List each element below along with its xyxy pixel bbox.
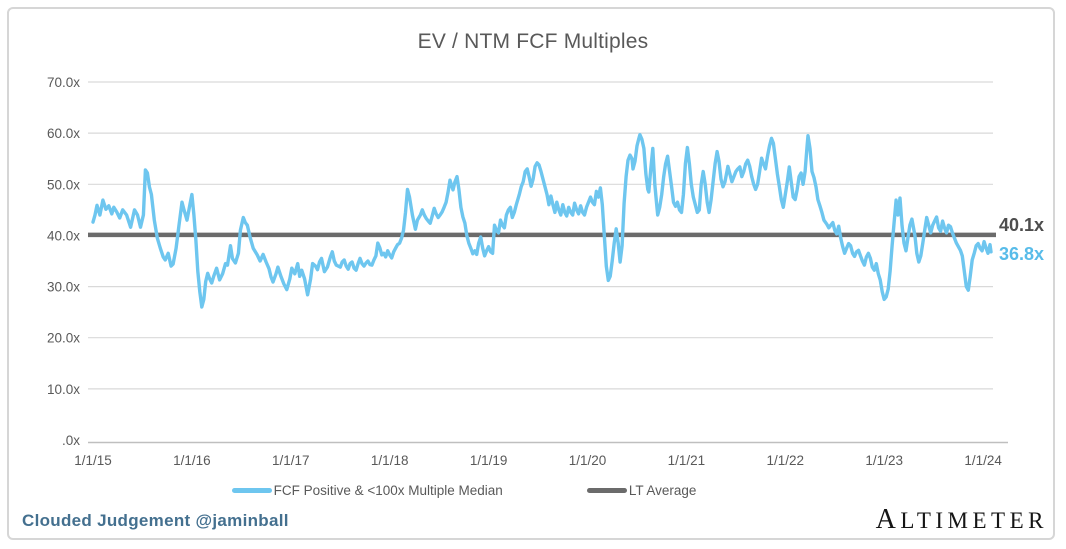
legend-label-lt-average: LT Average [628,483,697,498]
x-tick-label-1-1-18: 1/1/18 [371,453,409,468]
x-tick-label-1-1-22: 1/1/22 [767,453,805,468]
chart-title: EV / NTM FCF Multiples [417,30,649,53]
x-tick-label-1-1-23: 1/1/23 [865,453,903,468]
y-tick-label-10.0x: 10.0x [47,382,80,397]
x-tick-label-1-1-21: 1/1/21 [668,453,706,468]
y-tick-label-30.0x: 30.0x [47,280,80,295]
lt-average-line-swatch [586,488,627,493]
legend-label-fcf-median: FCF Positive & <100x Multiple Median [273,483,503,498]
x-tick-label-1-1-24: 1/1/24 [964,453,1002,468]
x-tick-label-1-1-17: 1/1/17 [272,453,310,468]
y-tick-label-20.0x: 20.0x [47,331,80,346]
fcf-median-series-line [91,132,993,309]
lt-average-value-label: 40.1x [999,215,1045,235]
credit-text: Clouded Judgement @jaminball [22,511,289,530]
chart-frame [7,7,1055,540]
legend: FCF Positive & <100x Multiple Median LT … [0,483,1066,498]
y-tick-label-.0x: .0x [62,433,80,448]
x-tick-label-1-1-15: 1/1/15 [74,453,112,468]
x-tick-label-1-1-16: 1/1/16 [173,453,211,468]
x-tick-label-1-1-20: 1/1/20 [569,453,607,468]
legend-item-fcf-median: FCF Positive & <100x Multiple Median [231,483,503,498]
legend-item-lt-average: LT Average [586,483,697,498]
fcf-median-line-swatch [231,488,272,493]
x-tick-label-1-1-19: 1/1/19 [470,453,508,468]
y-tick-label-60.0x: 60.0x [47,126,80,141]
y-tick-label-50.0x: 50.0x [47,177,80,192]
y-tick-label-70.0x: 70.0x [47,75,80,90]
altimeter-logo: ALTIMETER [875,504,1048,535]
current-value-label: 36.8x [999,244,1045,264]
y-tick-label-40.0x: 40.0x [47,228,80,243]
